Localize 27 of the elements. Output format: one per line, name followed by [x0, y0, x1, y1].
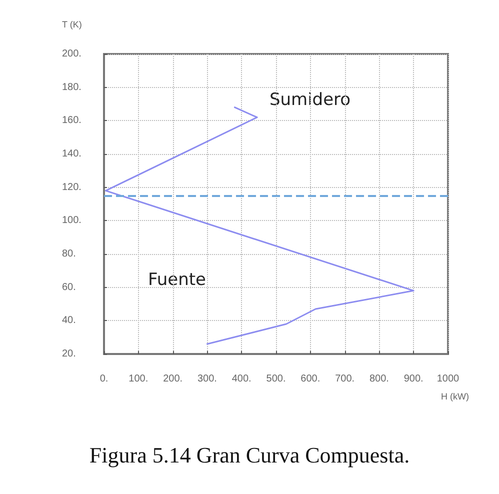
x-axis-title: H (kW) — [441, 392, 469, 402]
x-tick-label: 100. — [128, 374, 148, 384]
annotation: Sumidero — [269, 90, 351, 110]
y-tick-label: 180. — [62, 82, 82, 93]
x-tick-label: 500. — [266, 374, 286, 384]
y-tick-label: 60. — [62, 282, 76, 293]
annotation: Fuente — [148, 270, 206, 290]
y-tick-label: 40. — [62, 315, 76, 326]
y-tick-label: 160. — [62, 115, 82, 126]
x-tick-label: 700. — [335, 374, 355, 384]
x-tick-label: 0. — [100, 374, 108, 384]
y-tick-label: 120. — [62, 182, 82, 193]
y-axis-title: T (K) — [62, 20, 82, 30]
text: Figura 5.14 Gran Curva Compuesta. — [89, 442, 410, 468]
y-tick-label: 140. — [62, 148, 82, 160]
y-tick-label: 20. — [62, 348, 76, 360]
x-tick-label: 900. — [404, 374, 424, 384]
y-tick-label: 200. — [62, 48, 82, 60]
y-tick-label: 80. — [62, 248, 76, 260]
y-tick-label: 100. — [62, 215, 82, 226]
x-tick-label: 800. — [369, 374, 389, 384]
x-tick-label: 600. — [300, 374, 320, 384]
x-tick-label: 300. — [197, 374, 217, 384]
x-tick-label: 1000 — [436, 374, 460, 384]
x-tick-label: 200. — [163, 374, 183, 384]
x-tick-label: 400. — [232, 374, 252, 384]
line-series — [104, 106, 414, 345]
